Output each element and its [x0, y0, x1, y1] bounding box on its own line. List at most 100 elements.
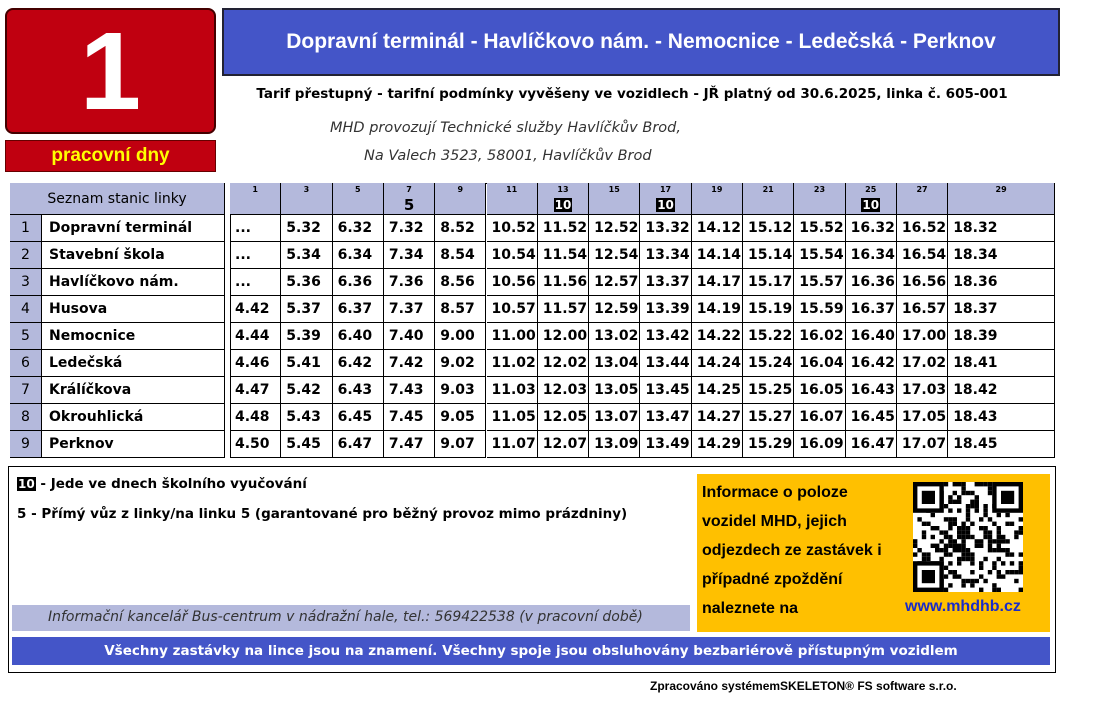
qr-module: [948, 526, 953, 531]
trip-note: [948, 195, 1055, 215]
departure-time: 13.09: [589, 431, 641, 458]
qr-module: [1005, 548, 1010, 553]
qr-module: [979, 517, 984, 522]
legend-item: 5 - Přímý vůz z linky/na linku 5 (garant…: [17, 506, 627, 522]
qr-module: [948, 534, 953, 540]
qr-module: [961, 486, 966, 491]
qr-module: [921, 521, 927, 526]
qr-module: [965, 530, 971, 535]
qr-module: [939, 556, 944, 562]
departure-time: 10.56: [486, 269, 538, 296]
qr-module: [983, 534, 988, 540]
departure-time: 15.14: [743, 242, 795, 269]
qr-module: [1014, 570, 1019, 575]
qr-module: [996, 587, 1001, 592]
qr-module: [1001, 490, 1015, 504]
qr-module: [948, 521, 953, 526]
qr-module: [935, 548, 940, 553]
qr-module: [965, 504, 971, 509]
departure-time: 15.29: [743, 431, 795, 458]
qr-module: [930, 534, 935, 540]
qr-module: [1018, 565, 1023, 570]
qr-module: [952, 482, 957, 487]
qr-module: [943, 517, 949, 522]
qr-module: [948, 499, 953, 504]
trip-number: 7: [383, 183, 436, 195]
departure-time: ...: [230, 269, 282, 296]
qr-module: [921, 552, 927, 557]
qr-module: [996, 534, 1001, 540]
trip-number: 5: [332, 183, 384, 195]
qr-module: [979, 565, 984, 570]
departure-time: 14.29: [691, 431, 743, 458]
qr-module: [913, 552, 918, 557]
qr-module: [1001, 561, 1006, 566]
trip-note: 5: [383, 195, 436, 215]
timetable: Seznam stanic linky 1 3 5 7 5 9 11 13 10 15 17 10 19 2…: [10, 183, 1055, 458]
trip-note-symbol: 10: [656, 197, 675, 212]
qr-module: [926, 521, 931, 526]
departure-time: 6.34: [332, 242, 384, 269]
departure-time: 12.57: [589, 269, 641, 296]
stop-number: 7: [10, 377, 42, 404]
qr-module: [974, 482, 979, 487]
trip-number: 27: [896, 183, 949, 195]
qr-module: [970, 578, 975, 584]
trip-number: 21: [743, 183, 795, 195]
departure-time: 13.02: [589, 323, 641, 350]
departure-time: 4.46: [230, 350, 282, 377]
qr-module: [948, 561, 953, 566]
qr-module: [965, 548, 971, 553]
stop-name: Okrouhlická: [42, 404, 225, 431]
trip-note: [589, 195, 641, 215]
departure-time: 16.57: [896, 296, 949, 323]
departure-time: 11.07: [486, 431, 538, 458]
qr-module: [961, 490, 966, 496]
qr-module: [948, 495, 953, 500]
trip-note: [486, 195, 538, 215]
qr-code: [913, 482, 1023, 592]
departure-time: 10.54: [486, 242, 538, 269]
qr-module: [957, 482, 962, 487]
qr-module: [948, 583, 953, 588]
qr-module: [987, 539, 993, 544]
departure-time: 4.47: [230, 377, 282, 404]
departure-time: 5.45: [281, 431, 333, 458]
departure-time: 13.39: [640, 296, 692, 323]
qr-module: [965, 508, 971, 513]
stop-name: Husova: [42, 296, 225, 323]
qr-module: [996, 556, 1001, 562]
trip-note: 10: [537, 195, 590, 215]
departure-time: 16.37: [845, 296, 897, 323]
trip-note: [691, 195, 743, 215]
departure-time: 8.52: [435, 215, 487, 242]
departure-time: 17.02: [896, 350, 949, 377]
qr-module: [948, 570, 953, 575]
qr-module: [970, 521, 975, 526]
qr-module: [1018, 561, 1023, 566]
departure-time: 15.27: [743, 404, 795, 431]
qr-module: [943, 530, 949, 535]
departure-time: 13.44: [640, 350, 692, 377]
qr-module: [1018, 517, 1023, 522]
departure-time: 7.34: [383, 242, 436, 269]
qr-module: [952, 521, 957, 526]
trip-number: 15: [589, 183, 641, 195]
qr-module: [952, 548, 957, 553]
departure-time: 16.34: [845, 242, 897, 269]
departure-time: 5.32: [281, 215, 333, 242]
departure-time: 6.47: [332, 431, 384, 458]
qr-module: [943, 552, 949, 557]
qr-module: [943, 504, 949, 509]
departure-time: 14.27: [691, 404, 743, 431]
qr-module: [952, 539, 957, 544]
departure-time: 7.47: [383, 431, 436, 458]
departure-time: 11.57: [537, 296, 590, 323]
qr-module: [1014, 578, 1019, 584]
departure-time: 6.40: [332, 323, 384, 350]
qr-module: [957, 548, 962, 553]
departure-time: 17.05: [896, 404, 949, 431]
departure-time: 12.07: [537, 431, 590, 458]
stop-name: Nemocnice: [42, 323, 225, 350]
stop-number: 1: [10, 215, 42, 242]
